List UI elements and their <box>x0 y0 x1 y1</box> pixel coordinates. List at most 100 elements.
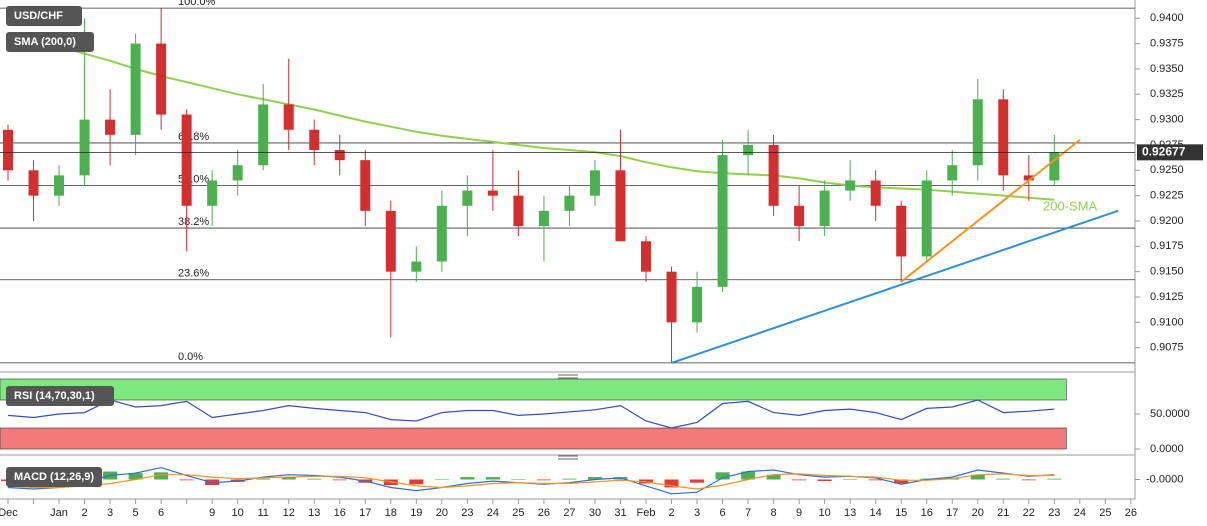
x-tick-label: 15 <box>895 507 907 519</box>
x-tick-label: 23 <box>461 507 473 519</box>
candle-body <box>615 170 626 242</box>
x-tick-label: 18 <box>385 507 397 519</box>
histogram-bar <box>179 479 194 481</box>
y-tick-label: 50.0000 <box>1150 408 1190 420</box>
candle-body <box>819 190 830 227</box>
x-tick-label: 17 <box>359 507 371 519</box>
fib-label: 23.6% <box>178 268 209 280</box>
candle-body <box>462 190 473 206</box>
x-tick-label: 13 <box>308 507 320 519</box>
histogram-bar <box>587 477 602 480</box>
x-tick-label: 10 <box>819 507 831 519</box>
panel-handle <box>558 374 578 379</box>
candle-body <box>360 160 371 211</box>
candle-body <box>258 104 269 166</box>
x-tick-label: 27 <box>563 507 575 519</box>
histogram-bar <box>664 479 679 488</box>
histogram-bar <box>460 477 475 480</box>
x-tick-label: 14 <box>870 507 882 519</box>
sma-annotation: 200-SMA <box>1043 198 1098 213</box>
legend-box <box>6 6 82 26</box>
y-tick-label: 0.9250 <box>1150 164 1184 176</box>
histogram-bar <box>281 477 296 480</box>
candle-body <box>309 129 320 151</box>
y-tick-label: 0.9100 <box>1150 316 1184 328</box>
oversold-zone <box>0 427 1067 450</box>
x-tick-label: 20 <box>972 507 984 519</box>
candle-body <box>28 170 39 196</box>
last-price-label: 0.92677 <box>1142 145 1186 159</box>
x-tick-label: 9 <box>796 507 802 519</box>
candle-body <box>998 99 1009 176</box>
candle-body <box>794 205 805 227</box>
y-tick-label: 0.9225 <box>1150 190 1184 202</box>
x-tick-label: 5 <box>133 507 139 519</box>
x-tick-label: 2 <box>81 507 87 519</box>
histogram-bar <box>332 479 347 481</box>
candle-body <box>538 210 549 227</box>
candle-body <box>385 210 396 272</box>
legend-box <box>6 32 94 52</box>
x-tick-label: 25 <box>1099 507 1111 519</box>
histogram-bar <box>843 479 858 480</box>
histogram-bar <box>154 472 169 480</box>
x-tick-label: 26 <box>538 507 550 519</box>
x-tick-label: 24 <box>487 507 499 519</box>
candle-body <box>436 205 447 262</box>
y-tick-label: 0.9350 <box>1150 63 1184 75</box>
candle-body <box>1023 175 1034 181</box>
candle-body <box>156 43 167 115</box>
candle-body <box>666 271 677 323</box>
fib-label: 100.0% <box>178 0 216 8</box>
x-tick-label: 21 <box>997 507 1009 519</box>
histogram-bar <box>868 479 883 481</box>
trendline <box>671 209 1119 364</box>
x-tick-label: 3 <box>694 507 700 519</box>
candle-body <box>54 175 65 196</box>
candle-body <box>717 155 728 287</box>
trendline <box>900 139 1081 283</box>
indicator-label: SMA (200,0) <box>14 36 76 48</box>
candle-body <box>105 119 116 135</box>
candle-body <box>768 144 779 206</box>
fib-label: 0.0% <box>178 351 203 363</box>
x-tick-label: 16 <box>334 507 346 519</box>
histogram-bar <box>409 479 424 485</box>
y-tick-label: 0.9175 <box>1150 240 1184 252</box>
histogram-bar <box>690 479 705 483</box>
x-tick-label: 17 <box>946 507 958 519</box>
chart-title: USD/CHF <box>14 10 63 22</box>
candle-body <box>232 165 243 181</box>
histogram-bar <box>1047 478 1062 480</box>
x-tick-label: 9 <box>209 507 215 519</box>
x-tick-label: 6 <box>158 507 164 519</box>
histogram-bar <box>485 477 500 480</box>
x-tick-label: 20 <box>436 507 448 519</box>
histogram-bar <box>434 479 449 480</box>
legend-box <box>6 467 102 487</box>
x-tick-label: 6 <box>719 507 725 519</box>
histogram-bar <box>996 478 1011 480</box>
x-tick-label: 24 <box>1074 507 1086 519</box>
candle-body <box>513 195 524 227</box>
y-tick-label: 0.9150 <box>1150 266 1184 278</box>
rsi-label: RSI (14,70,30,1) <box>14 390 95 402</box>
x-tick-label: 25 <box>512 507 524 519</box>
candle-body <box>283 104 294 130</box>
y-tick-label: 0.9400 <box>1150 12 1184 24</box>
overbought-zone <box>0 378 1067 401</box>
histogram-bar <box>511 479 526 480</box>
histogram-bar <box>536 479 551 481</box>
x-tick-label: 13 <box>844 507 856 519</box>
candle-body <box>870 180 881 206</box>
candle-body <box>972 99 983 166</box>
x-tick-label: 8 <box>771 507 777 519</box>
fib-label: 38.2% <box>178 216 209 228</box>
candle-body <box>845 180 856 191</box>
histogram-bar <box>307 478 322 480</box>
x-tick-label: 31 <box>614 507 626 519</box>
candle-body <box>487 190 498 196</box>
x-tick-label: 2 <box>668 507 674 519</box>
candle-body <box>564 195 575 211</box>
x-tick-label: 30 <box>589 507 601 519</box>
